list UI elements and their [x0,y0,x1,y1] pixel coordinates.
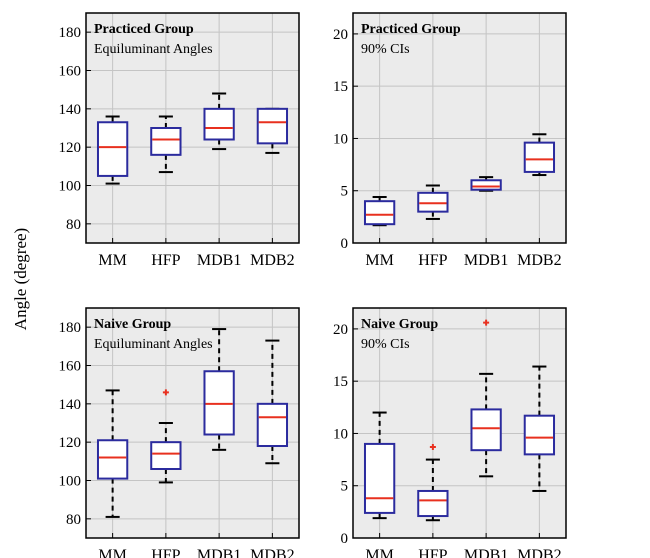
outlier-marker [483,319,490,326]
axes-frame [85,307,300,539]
y-tick-label: 20 [333,322,348,338]
x-tick-label: MDB1 [197,547,241,558]
x-tick-label: HFP [151,547,180,558]
x-tick-label: MDB1 [464,252,508,269]
y-tick-label: 160 [59,64,82,80]
chart-panel-1: 80 100 120 140 160 180 MM HFP MDB1 MDB2 Practiced … [59,12,300,269]
iqr-box [96,121,129,177]
y-tick-label: 140 [59,397,82,413]
box-mdb1 [203,328,235,451]
y-tick-label: 180 [59,320,82,336]
box-mdb2 [523,365,556,492]
iqr-box [150,441,182,470]
iqr-box [256,107,289,145]
x-tick-label: MM [98,547,126,558]
y-tick-label: 120 [59,140,82,156]
y-tick-label: 100 [59,474,82,490]
y-tick-label: 20 [333,27,348,43]
y-tick-label: 120 [59,435,82,451]
box-mdb2 [256,107,289,154]
iqr-box [470,179,502,191]
iqr-box [150,127,182,156]
y-tick-label: 160 [59,359,82,375]
box-hfp [150,389,182,484]
chart-title: Naive Group [361,317,438,332]
x-tick-label: HFP [151,252,180,269]
x-tick-label: MDB1 [464,547,508,558]
chart-subtitle: Equiluminant Angles [94,337,213,352]
x-tick-label: MM [365,547,393,558]
x-tick-label: MDB1 [197,252,241,269]
chart-title: Practiced Group [94,22,194,37]
x-tick-label: HFP [418,252,447,269]
box-hfp [417,184,449,220]
x-tick-label: MM [98,252,126,269]
chart-panel-4: 0 5 10 15 20 MM HFP MDB1 MDB2 Naive Group 90% CIs [333,307,567,558]
chart-subtitle: Equiluminant Angles [94,42,213,57]
y-tick-label: 10 [333,426,348,442]
box-mm [96,115,129,185]
iqr-box [256,402,289,448]
y-tick-label: 140 [59,102,82,118]
y-tick-label: 80 [66,512,81,528]
y-tick-label: 80 [66,217,81,233]
outlier-marker [429,444,436,451]
x-tick-label: MDB2 [517,252,561,269]
y-tick-label: 0 [341,236,349,252]
y-tick-label: 5 [341,184,349,200]
axes-frame [352,12,567,244]
y-tick-label: 5 [341,479,349,495]
x-tick-label: MDB2 [250,252,294,269]
iqr-box [470,408,502,452]
y-tick-label: 15 [333,79,348,95]
box-mdb2 [523,133,556,177]
y-tick-label: 180 [59,25,82,41]
iqr-box [203,107,235,141]
x-tick-label: MM [365,252,393,269]
y-tick-label: 10 [333,131,348,147]
iqr-box [363,200,396,226]
box-mdb1 [470,319,502,478]
box-mm [96,389,129,518]
x-tick-label: MDB2 [250,547,294,558]
figure-y-axis-label: Angle (degree) [11,228,30,330]
chart-subtitle: 90% CIs [361,337,410,352]
box-mdb1 [470,176,502,192]
box-mdb2 [256,339,289,465]
chart-title: Naive Group [94,317,171,332]
box-mdb1 [203,92,235,151]
x-tick-label: HFP [418,547,447,558]
box-hfp [417,444,449,522]
axes-frame [85,12,300,244]
chart-title: Practiced Group [361,22,461,37]
iqr-box [523,414,556,456]
outlier-marker [162,389,169,396]
iqr-box [417,489,449,518]
box-hfp [150,115,182,174]
chart-subtitle: 90% CIs [361,42,410,57]
iqr-box [417,191,449,213]
y-tick-label: 0 [341,531,349,547]
box-mm [363,411,396,520]
x-tick-label: MDB2 [517,547,561,558]
y-tick-label: 15 [333,374,348,390]
chart-panel-3: 80 100 120 140 160 180 MM HFP MDB1 MDB2 Naive Grou… [59,307,300,558]
axes-frame [352,307,567,539]
y-tick-label: 100 [59,179,82,195]
iqr-box [523,141,556,173]
iqr-box [363,442,396,514]
chart-panel-2: 0 5 10 15 20 MM HFP MDB1 MDB2 Practiced Group 90% … [333,12,567,269]
box-mm [363,196,396,227]
iqr-box [96,439,129,480]
